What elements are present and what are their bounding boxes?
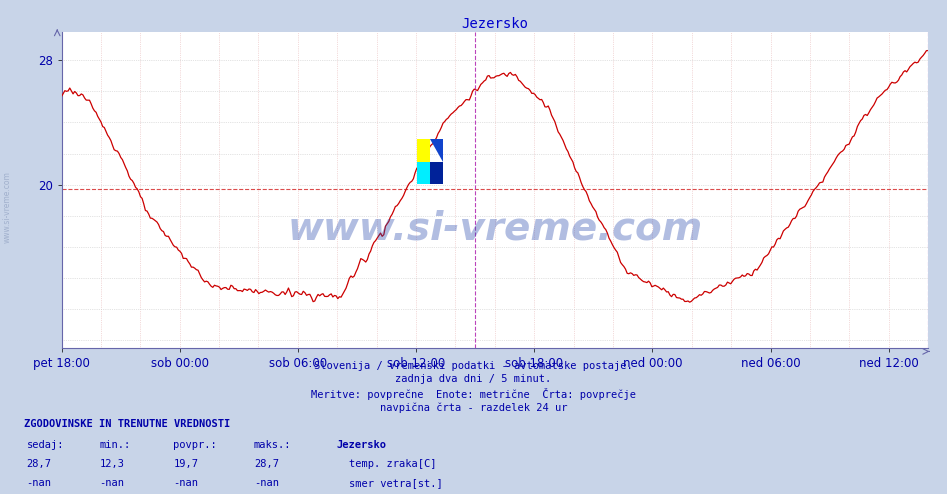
Text: min.:: min.: — [99, 440, 131, 450]
Text: Meritve: povprečne  Enote: metrične  Črta: povprečje: Meritve: povprečne Enote: metrične Črta:… — [311, 388, 636, 400]
Bar — [417, 162, 430, 184]
Text: www.si-vreme.com: www.si-vreme.com — [287, 209, 703, 247]
Title: Jezersko: Jezersko — [461, 17, 528, 31]
Text: -nan: -nan — [99, 478, 124, 488]
Text: ZGODOVINSKE IN TRENUTNE VREDNOSTI: ZGODOVINSKE IN TRENUTNE VREDNOSTI — [24, 419, 230, 429]
Bar — [430, 162, 443, 184]
Text: 28,7: 28,7 — [27, 459, 51, 469]
Text: 12,3: 12,3 — [99, 459, 124, 469]
Text: Slovenija / vremenski podatki - avtomatske postaje.: Slovenija / vremenski podatki - avtomats… — [314, 361, 633, 370]
Text: povpr.:: povpr.: — [173, 440, 217, 450]
Text: -nan: -nan — [173, 478, 198, 488]
Text: -nan: -nan — [27, 478, 51, 488]
Text: maks.:: maks.: — [254, 440, 292, 450]
Text: www.si-vreme.com: www.si-vreme.com — [3, 171, 12, 244]
Polygon shape — [430, 139, 443, 162]
Text: sedaj:: sedaj: — [27, 440, 64, 450]
Text: 19,7: 19,7 — [173, 459, 198, 469]
Text: navpična črta - razdelek 24 ur: navpična črta - razdelek 24 ur — [380, 402, 567, 412]
Text: -nan: -nan — [254, 478, 278, 488]
Text: temp. zraka[C]: temp. zraka[C] — [349, 459, 437, 469]
Bar — [417, 139, 430, 162]
Text: zadnja dva dni / 5 minut.: zadnja dva dni / 5 minut. — [396, 374, 551, 384]
Text: smer vetra[st.]: smer vetra[st.] — [349, 478, 443, 488]
Text: Jezersko: Jezersko — [336, 440, 386, 450]
Text: 28,7: 28,7 — [254, 459, 278, 469]
